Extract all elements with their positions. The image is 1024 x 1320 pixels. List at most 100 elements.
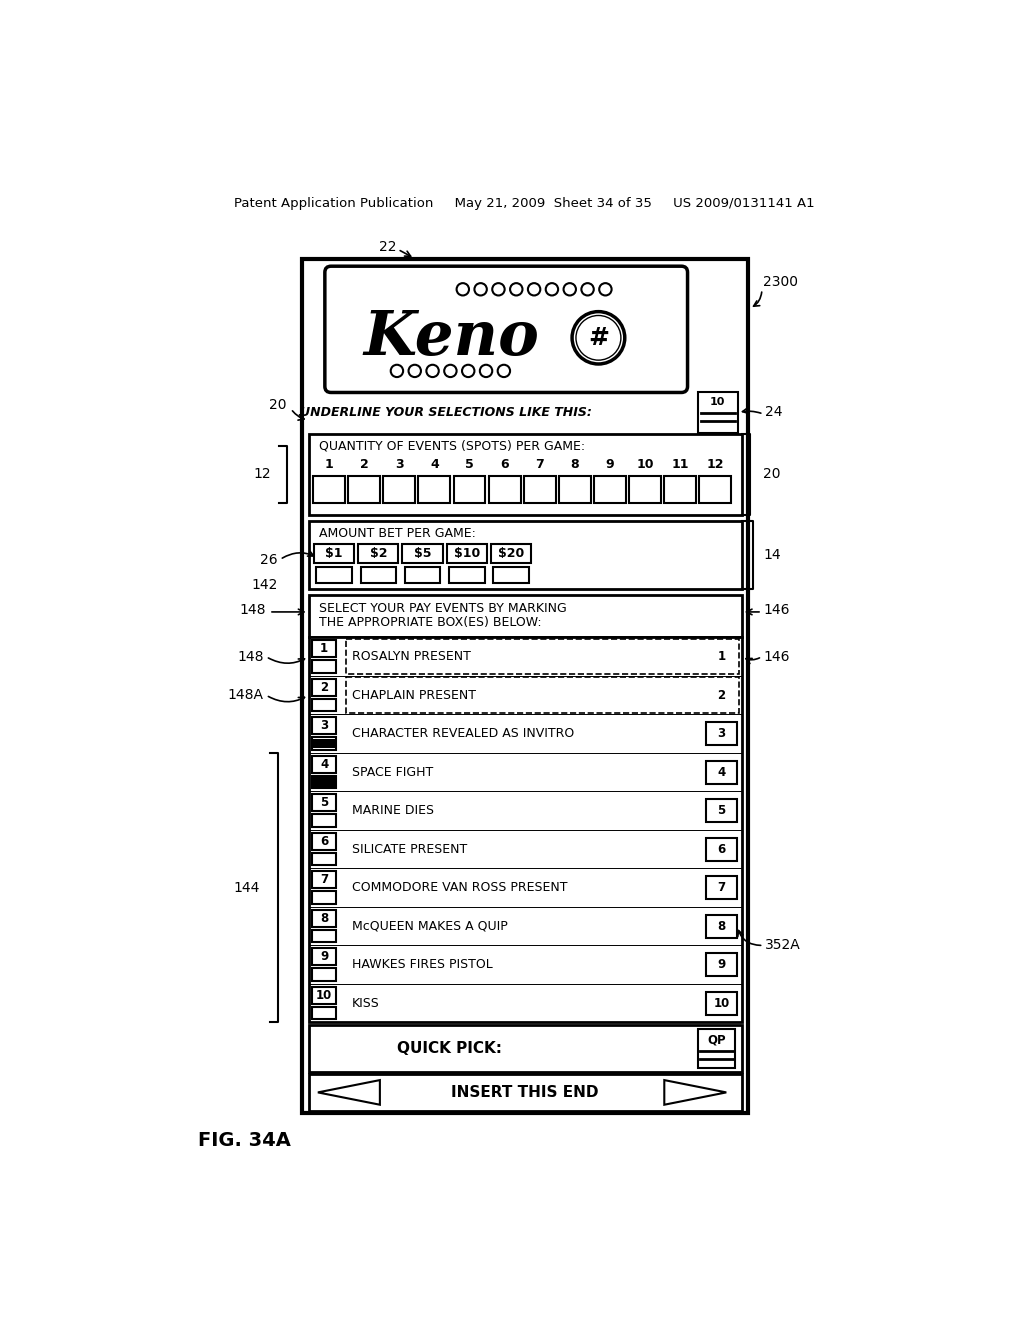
Text: 9: 9: [718, 958, 726, 972]
Bar: [311, 795, 337, 812]
Bar: [311, 678, 337, 696]
Text: QP: QP: [707, 1034, 726, 1047]
Text: QUICK PICK:: QUICK PICK:: [397, 1041, 502, 1056]
Bar: [707, 953, 737, 977]
Text: KISS: KISS: [352, 997, 380, 1010]
Bar: [454, 477, 485, 503]
Text: 22: 22: [379, 240, 396, 253]
Bar: [707, 915, 737, 937]
Bar: [311, 833, 337, 850]
Text: 12: 12: [254, 467, 271, 482]
Text: 142: 142: [251, 578, 278, 591]
Bar: [404, 568, 440, 582]
Bar: [311, 871, 337, 888]
Text: 6: 6: [718, 842, 726, 855]
Text: MARINE DIES: MARINE DIES: [352, 804, 434, 817]
Text: 146: 146: [764, 649, 790, 664]
Bar: [697, 392, 738, 433]
Text: 6: 6: [319, 834, 329, 847]
Text: 2: 2: [359, 458, 369, 471]
Text: #: #: [588, 326, 609, 350]
Text: 6: 6: [501, 458, 509, 471]
Text: QUANTITY OF EVENTS (SPOTS) PER GAME:: QUANTITY OF EVENTS (SPOTS) PER GAME:: [319, 440, 586, 453]
Text: 148A: 148A: [227, 688, 263, 702]
Bar: [707, 799, 737, 822]
Text: 8: 8: [319, 912, 329, 925]
Bar: [707, 645, 737, 668]
Text: 7: 7: [536, 458, 544, 471]
Text: 10: 10: [710, 397, 725, 408]
Text: Keno: Keno: [364, 308, 539, 368]
Text: 7: 7: [321, 874, 328, 887]
Bar: [360, 568, 396, 582]
Text: 144: 144: [233, 880, 260, 895]
Bar: [311, 948, 337, 965]
Bar: [311, 929, 337, 942]
Bar: [311, 660, 337, 673]
Text: 2: 2: [321, 681, 328, 694]
Text: McQUEEN MAKES A QUIP: McQUEEN MAKES A QUIP: [352, 920, 508, 933]
Text: $10: $10: [454, 546, 480, 560]
Text: 10: 10: [316, 989, 332, 1002]
Text: 11: 11: [671, 458, 689, 471]
Text: 4: 4: [430, 458, 439, 471]
Polygon shape: [665, 1080, 726, 1105]
Text: 20: 20: [764, 467, 781, 482]
Text: FIG. 34A: FIG. 34A: [198, 1131, 291, 1150]
Bar: [311, 700, 337, 711]
Text: 352A: 352A: [765, 939, 801, 952]
Bar: [313, 477, 345, 503]
Bar: [419, 477, 451, 503]
Text: 3: 3: [395, 458, 403, 471]
Bar: [664, 477, 696, 503]
Bar: [707, 722, 737, 744]
Text: 4: 4: [319, 758, 329, 771]
Bar: [316, 568, 352, 582]
Text: 5: 5: [319, 796, 329, 809]
Bar: [311, 891, 337, 904]
Bar: [311, 814, 337, 826]
Text: Patent Application Publication     May 21, 2009  Sheet 34 of 35     US 2009/0131: Patent Application Publication May 21, 2…: [234, 197, 815, 210]
Text: SILICATE PRESENT: SILICATE PRESENT: [352, 842, 467, 855]
Bar: [308, 521, 741, 589]
Text: ROSALYN PRESENT: ROSALYN PRESENT: [352, 649, 471, 663]
Bar: [594, 477, 626, 503]
Bar: [697, 1030, 735, 1068]
Text: 14: 14: [764, 548, 781, 562]
Text: CHAPLAIN PRESENT: CHAPLAIN PRESENT: [352, 689, 476, 702]
Text: 7: 7: [718, 880, 726, 894]
Bar: [311, 987, 337, 1003]
Text: 2: 2: [718, 689, 726, 702]
Bar: [311, 640, 337, 657]
Text: 9: 9: [605, 458, 614, 471]
Bar: [402, 544, 442, 562]
Bar: [311, 718, 337, 734]
Bar: [490, 544, 531, 562]
Bar: [346, 639, 738, 675]
Text: 10: 10: [714, 997, 730, 1010]
Text: 20: 20: [269, 397, 287, 412]
Bar: [707, 876, 737, 899]
Bar: [348, 477, 380, 503]
Bar: [383, 477, 416, 503]
Bar: [313, 777, 335, 787]
Polygon shape: [317, 1080, 380, 1105]
Bar: [707, 991, 737, 1015]
Text: 4: 4: [718, 766, 726, 779]
Bar: [311, 909, 337, 927]
Bar: [308, 1074, 741, 1111]
Text: 9: 9: [319, 950, 329, 964]
Bar: [311, 969, 337, 981]
Bar: [346, 677, 738, 713]
Text: COMMODORE VAN ROSS PRESENT: COMMODORE VAN ROSS PRESENT: [352, 880, 567, 894]
Bar: [699, 477, 731, 503]
Bar: [311, 1007, 337, 1019]
Bar: [358, 544, 398, 562]
Bar: [308, 595, 741, 638]
Text: 1: 1: [321, 643, 328, 656]
Bar: [308, 434, 741, 515]
Text: UNDERLINE YOUR SELECTIONS LIKE THIS:: UNDERLINE YOUR SELECTIONS LIKE THIS:: [300, 407, 592, 418]
Text: 1: 1: [718, 649, 726, 663]
Text: 10: 10: [636, 458, 653, 471]
Text: 146: 146: [764, 603, 790, 618]
